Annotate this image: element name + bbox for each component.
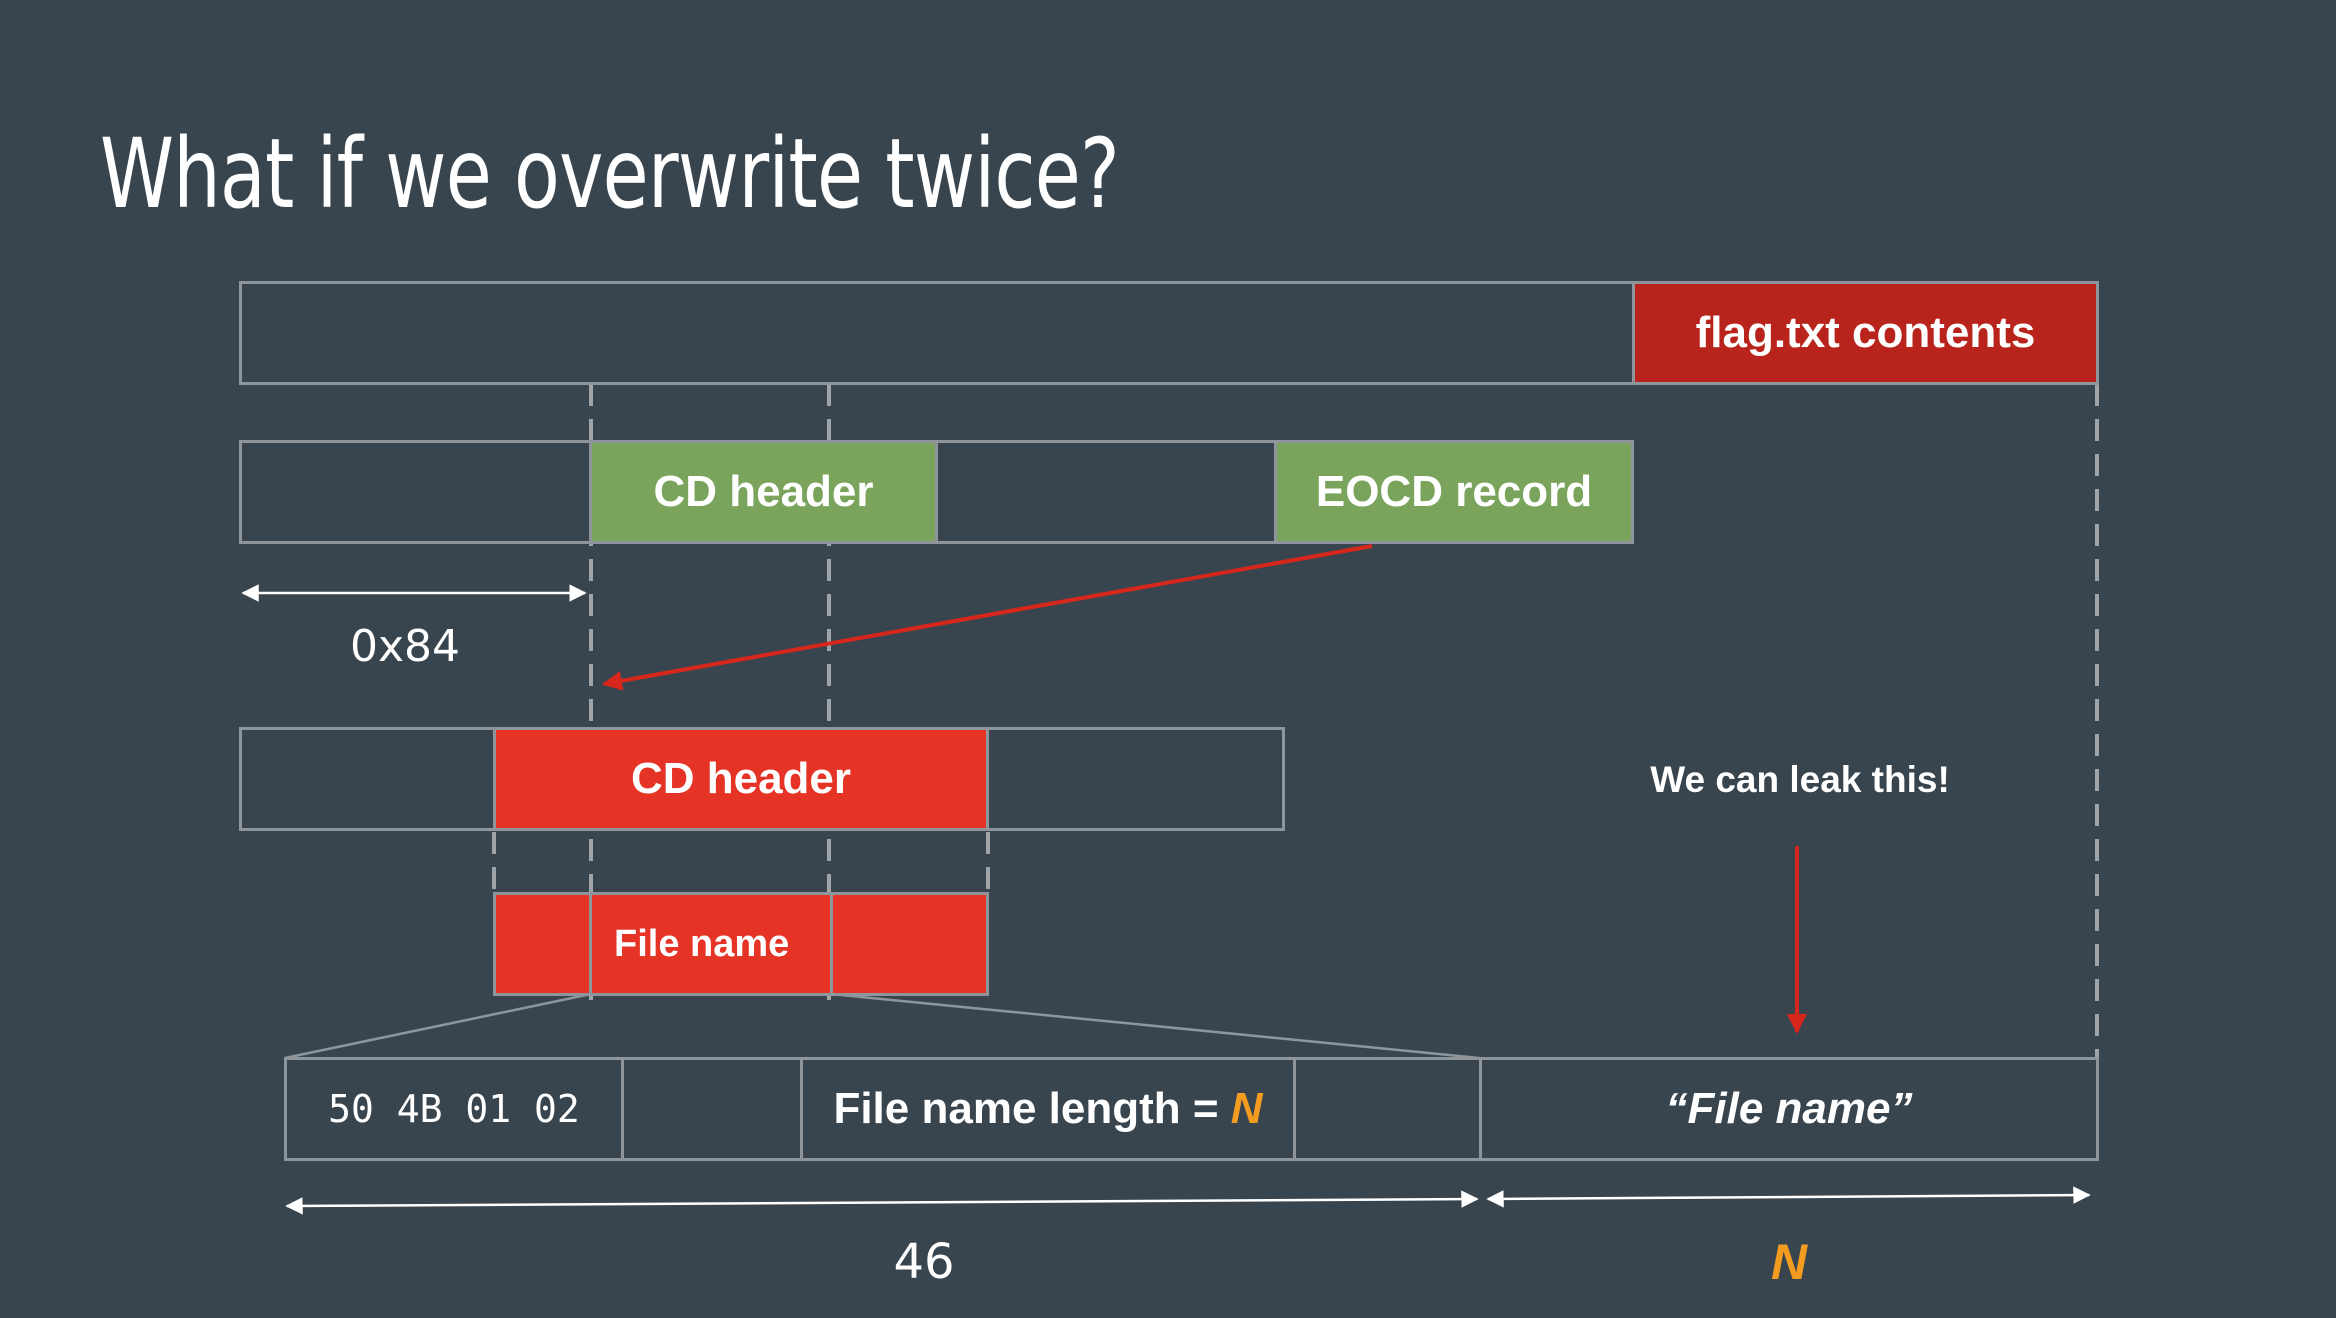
header-size-arrow — [285, 1190, 1479, 1215]
empty-field-cell-2 — [1293, 1057, 1482, 1161]
eocd-pointer-arrow — [602, 544, 1373, 691]
cd-header-label-green: CD header — [653, 467, 874, 516]
zoom-line-left — [284, 992, 592, 1060]
header-size-label: 46 — [893, 1234, 955, 1290]
file-name-length-label: File name length = — [833, 1084, 1231, 1133]
file-name-block: File name — [589, 892, 833, 996]
flag-contents-block: flag.txt contents — [1632, 281, 2099, 385]
offset-label: 0x84 — [349, 620, 461, 672]
slide-title: What if we overwrite twice? — [100, 118, 1120, 230]
flag-contents-label: flag.txt contents — [1695, 308, 2036, 357]
leak-callout-label: We can leak this! — [1650, 759, 1950, 800]
cd-header-block-red: CD header — [493, 727, 989, 831]
file-name-value-cell: “File name” — [1479, 1057, 2099, 1161]
cd-header-block-green: CD header — [589, 440, 938, 544]
eocd-record-label: EOCD record — [1315, 467, 1593, 516]
file-name-length-cell: File name length = N — [800, 1057, 1296, 1161]
file-name-value: “File name” — [1665, 1084, 1913, 1133]
file-name-label: File name — [614, 922, 790, 965]
signature-cell: 50 4B 01 02 — [284, 1057, 624, 1161]
file-name-length-var: N — [1230, 1084, 1263, 1133]
name-size-label: N — [1770, 1234, 1808, 1290]
cd-header-label-red: CD header — [630, 754, 852, 803]
zoom-line-right — [830, 992, 1480, 1060]
eocd-record-block: EOCD record — [1274, 440, 1634, 544]
signature-value: 50 4B 01 02 — [328, 1087, 580, 1131]
name-size-arrow — [1486, 1186, 2091, 1208]
empty-field-cell-1 — [621, 1057, 803, 1161]
